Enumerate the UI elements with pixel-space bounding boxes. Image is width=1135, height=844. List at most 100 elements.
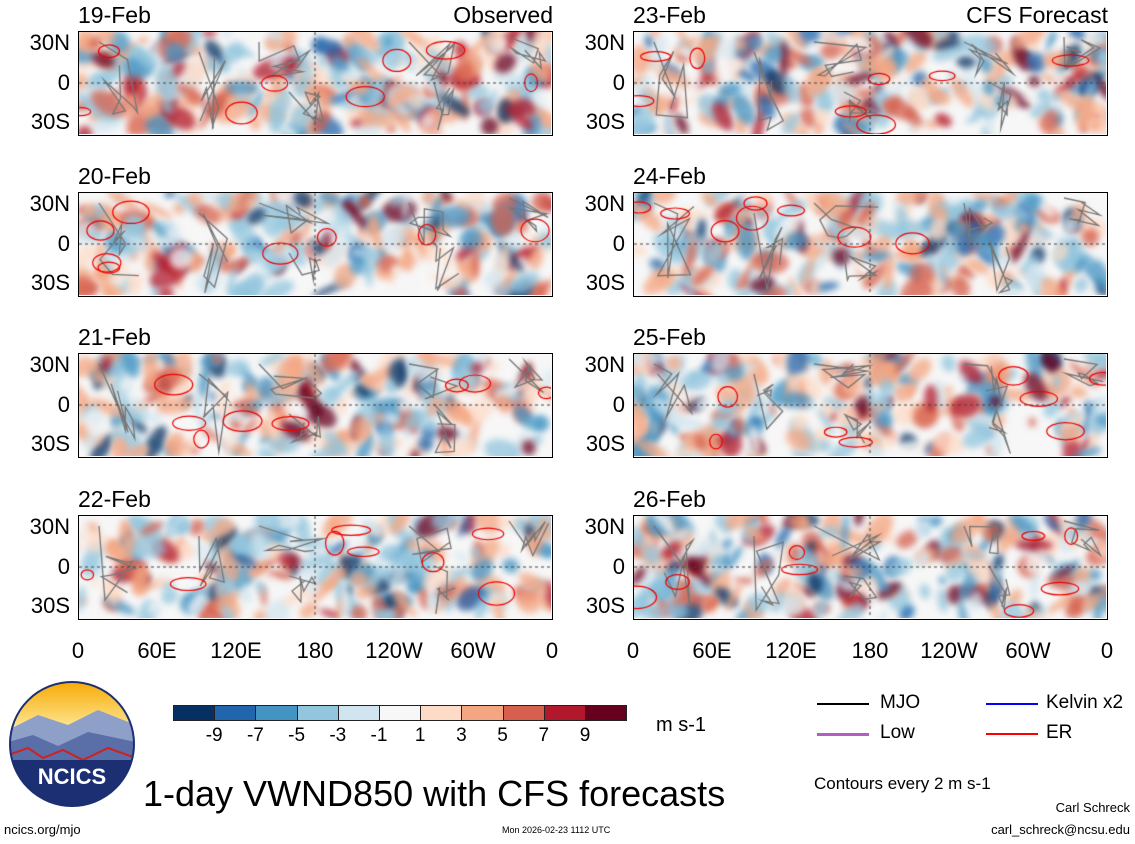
latitude-label: 30S [30, 109, 70, 134]
longitude-label: 0 [71, 638, 85, 663]
colorbar-swatch [461, 705, 504, 721]
map-panel [633, 31, 1108, 136]
wind-anomaly-field [634, 32, 1106, 134]
panel-date-label: 20-Feb [78, 163, 151, 189]
panel-date-label: 22-Feb [78, 486, 151, 512]
legend-er-line [986, 733, 1038, 735]
wind-anomaly-field [634, 354, 1106, 456]
latitude-label: 30S [30, 431, 70, 456]
colorbar-units: m s-1 [656, 714, 706, 736]
colorbar-tick-label: -9 [205, 725, 223, 746]
longitude-label: 60E [692, 638, 732, 663]
colorbar-swatch [296, 705, 339, 721]
map-panel [633, 192, 1108, 297]
latitude-label: 30S [585, 109, 625, 134]
colorbar-tick-label: -1 [370, 725, 388, 746]
legend-mjo-line [817, 703, 869, 705]
wind-anomaly-field [634, 193, 1106, 295]
footer-timestamp: Mon 2026-02-23 1112 UTC [502, 825, 611, 835]
latitude-label: 0 [612, 392, 625, 417]
panel-source-label: Observed [453, 2, 553, 28]
longitude-label: 60E [137, 638, 177, 663]
longitude-label: 60W [1005, 638, 1051, 663]
ncics-logo: NCICS [9, 681, 135, 807]
map-panel [633, 515, 1108, 620]
wind-anomaly-field [79, 32, 551, 134]
latitude-label: 30N [29, 30, 70, 55]
map-panel [78, 192, 553, 297]
colorbar-tick-label: 7 [538, 725, 550, 746]
latitude-label: 30N [584, 191, 625, 216]
longitude-label: 120W [365, 638, 423, 663]
latitude-label: 0 [612, 70, 625, 95]
map-panel [78, 353, 553, 458]
colorbar-swatch [420, 705, 463, 721]
latitude-label: 30S [585, 593, 625, 618]
legend-kelvin-label: Kelvin x2 [1046, 692, 1124, 713]
legend-mjo-label: MJO [880, 692, 921, 713]
panel-date-label: 25-Feb [633, 324, 706, 350]
latitude-label: 30S [585, 431, 625, 456]
colorbar-swatch [337, 705, 380, 721]
legend-low-label: Low [880, 722, 915, 743]
panel-date-label: 26-Feb [633, 486, 706, 512]
latitude-label: 0 [57, 70, 70, 95]
longitude-label: 180 [851, 638, 889, 663]
colorbar-swatch [379, 705, 422, 721]
longitude-label: 0 [545, 638, 559, 663]
legend-er-label: ER [1046, 722, 1073, 743]
latitude-label: 30N [584, 352, 625, 377]
wind-anomaly-field [79, 193, 551, 295]
longitude-label: 0 [1100, 638, 1114, 663]
longitude-label: 60W [450, 638, 496, 663]
map-panel [78, 515, 553, 620]
svg-text:NCICS: NCICS [38, 764, 106, 789]
figure-title: 1-day VWND850 with CFS forecasts [143, 773, 726, 814]
longitude-label: 0 [626, 638, 640, 663]
wind-anomaly-field [79, 354, 551, 456]
legend-low-line [817, 733, 869, 736]
latitude-label: 30S [30, 270, 70, 295]
colorbar-tick-label: 1 [414, 725, 426, 746]
map-panel [78, 31, 553, 136]
latitude-label: 30S [585, 270, 625, 295]
latitude-label: 30N [29, 352, 70, 377]
panel-source-label: CFS Forecast [966, 2, 1108, 28]
map-panel [633, 353, 1108, 458]
latitude-label: 0 [57, 392, 70, 417]
latitude-label: 0 [57, 554, 70, 579]
panel-date-label: 24-Feb [633, 163, 706, 189]
longitude-label: 180 [296, 638, 334, 663]
latitude-label: 30N [29, 514, 70, 539]
panel-date-label: 21-Feb [78, 324, 151, 350]
footer-author: Carl Schreck [1055, 800, 1130, 815]
colorbar-tick-label: -5 [288, 725, 306, 746]
colorbar-swatch [173, 705, 216, 721]
latitude-label: 30N [29, 191, 70, 216]
latitude-label: 30N [584, 514, 625, 539]
legend-kelvin-line [986, 703, 1038, 705]
colorbar-tick-label: 9 [579, 725, 591, 746]
footer-email[interactable]: carl_schreck@ncsu.edu [991, 822, 1130, 837]
colorbar-swatch [214, 705, 257, 721]
colorbar-tick-label: -7 [246, 725, 264, 746]
contour-note: Contours every 2 m s-1 [814, 774, 991, 793]
footer-url[interactable]: ncics.org/mjo [4, 822, 81, 837]
longitude-label: 120E [765, 638, 817, 663]
latitude-label: 30S [30, 593, 70, 618]
colorbar-swatch [255, 705, 298, 721]
panel-date-label: 23-Feb [633, 2, 706, 28]
latitude-label: 0 [612, 554, 625, 579]
longitude-label: 120W [920, 638, 978, 663]
colorbar-swatch [502, 705, 545, 721]
colorbar-swatch [543, 705, 586, 721]
latitude-label: 0 [57, 231, 70, 256]
longitude-label: 120E [210, 638, 262, 663]
latitude-label: 0 [612, 231, 625, 256]
wind-anomaly-field [79, 516, 551, 618]
colorbar-tick-label: 3 [456, 725, 467, 746]
wind-anomaly-field [634, 516, 1106, 618]
colorbar-tick-label: -3 [329, 725, 347, 746]
latitude-label: 30N [584, 30, 625, 55]
